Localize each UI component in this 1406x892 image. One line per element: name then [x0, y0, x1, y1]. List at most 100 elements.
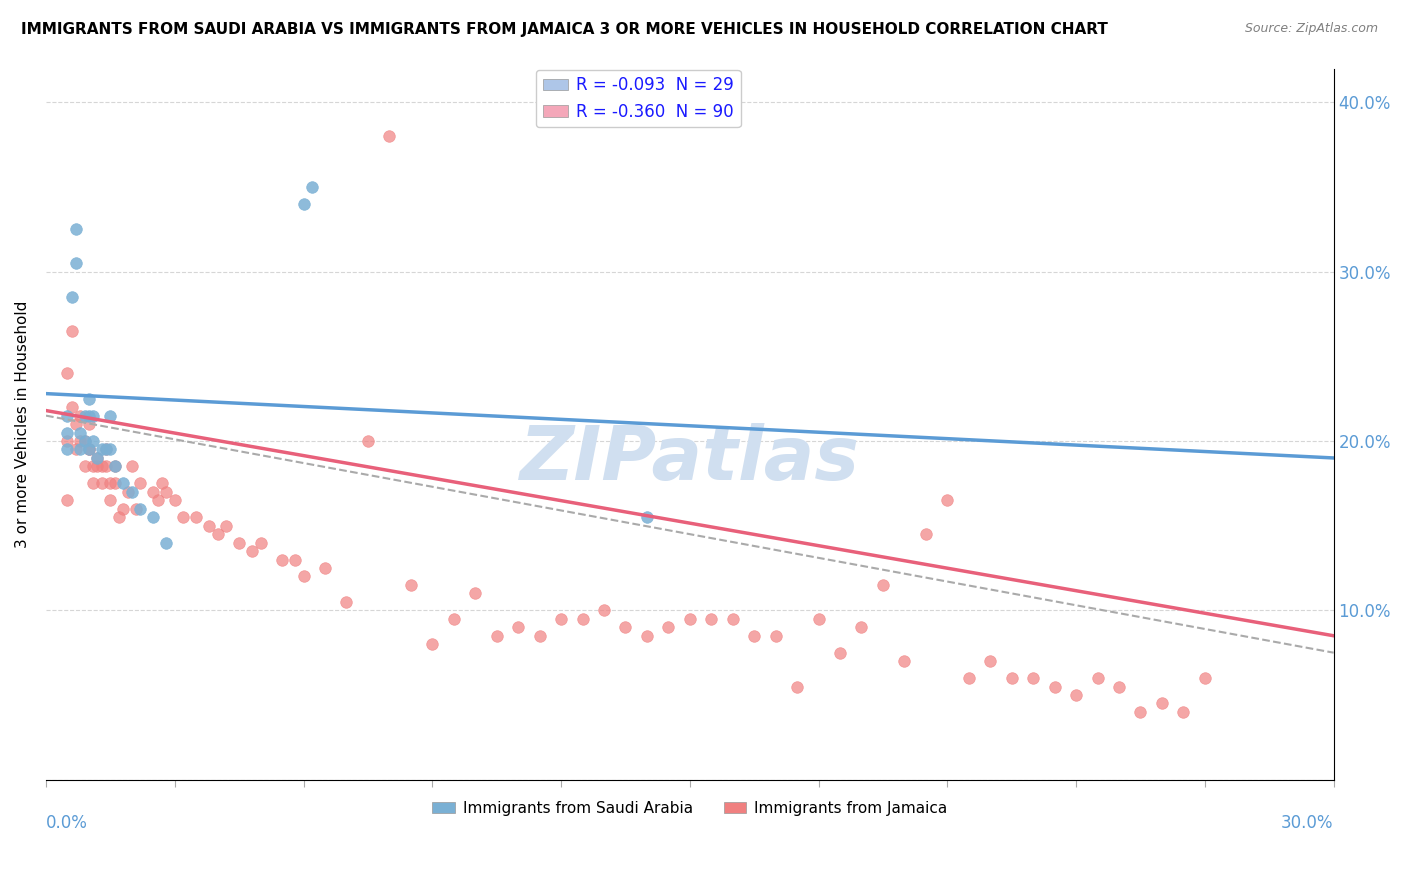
Point: [700, 612, 723, 626]
Point: [104, 459, 127, 474]
Point: [77, 442, 100, 457]
Point: [284, 552, 307, 566]
Point: [142, 510, 165, 524]
Point: [1087, 671, 1109, 685]
Point: [56, 409, 79, 423]
Point: [186, 510, 208, 524]
Point: [872, 578, 894, 592]
Point: [65, 417, 87, 431]
Point: [56, 366, 79, 380]
Point: [98, 476, 121, 491]
Point: [1064, 688, 1087, 702]
Point: [73, 459, 96, 474]
Point: [1001, 671, 1024, 685]
Point: [56, 442, 79, 457]
Point: [86, 450, 108, 465]
Point: [98, 409, 121, 423]
Point: [1108, 680, 1130, 694]
Point: [125, 501, 148, 516]
Point: [82, 476, 104, 491]
Point: [65, 222, 87, 236]
Point: [1194, 671, 1216, 685]
Point: [1022, 671, 1045, 685]
Point: [56, 434, 79, 448]
Point: [163, 493, 186, 508]
Point: [60, 400, 83, 414]
Point: [155, 484, 177, 499]
Legend: Immigrants from Saudi Arabia, Immigrants from Jamaica: Immigrants from Saudi Arabia, Immigrants…: [426, 795, 953, 822]
Point: [150, 476, 173, 491]
Point: [86, 459, 108, 474]
Point: [1173, 705, 1195, 719]
Point: [807, 612, 830, 626]
Point: [657, 620, 679, 634]
Point: [529, 629, 551, 643]
Point: [957, 671, 980, 685]
Point: [90, 459, 112, 474]
Point: [129, 501, 152, 516]
Point: [198, 518, 221, 533]
Point: [979, 654, 1001, 668]
Point: [73, 434, 96, 448]
Point: [742, 629, 765, 643]
Point: [215, 518, 238, 533]
Y-axis label: 3 or more Vehicles in Household: 3 or more Vehicles in Household: [15, 301, 30, 548]
Point: [207, 527, 229, 541]
Point: [1043, 680, 1066, 694]
Point: [399, 578, 422, 592]
Point: [155, 535, 177, 549]
Point: [129, 476, 152, 491]
Point: [828, 646, 851, 660]
Point: [172, 510, 194, 524]
Point: [73, 434, 96, 448]
Point: [112, 501, 135, 516]
Point: [893, 654, 915, 668]
Point: [271, 552, 294, 566]
Point: [915, 527, 938, 541]
Point: [249, 535, 271, 549]
Point: [112, 476, 135, 491]
Point: [335, 595, 357, 609]
Point: [82, 434, 104, 448]
Point: [65, 256, 87, 270]
Point: [292, 197, 315, 211]
Point: [240, 544, 263, 558]
Point: [636, 510, 658, 524]
Point: [77, 442, 100, 457]
Point: [721, 612, 744, 626]
Point: [90, 476, 112, 491]
Point: [77, 409, 100, 423]
Point: [1150, 697, 1173, 711]
Point: [82, 409, 104, 423]
Point: [292, 569, 315, 583]
Point: [98, 493, 121, 508]
Point: [636, 629, 658, 643]
Point: [1129, 705, 1152, 719]
Point: [228, 535, 250, 549]
Point: [851, 620, 873, 634]
Point: [94, 459, 117, 474]
Point: [94, 442, 117, 457]
Point: [104, 459, 127, 474]
Point: [77, 392, 100, 406]
Point: [936, 493, 959, 508]
Point: [550, 612, 572, 626]
Point: [108, 510, 131, 524]
Point: [82, 459, 104, 474]
Point: [69, 434, 91, 448]
Point: [56, 425, 79, 440]
Point: [679, 612, 702, 626]
Point: [65, 442, 87, 457]
Point: [90, 442, 112, 457]
Point: [104, 476, 127, 491]
Text: Source: ZipAtlas.com: Source: ZipAtlas.com: [1244, 22, 1378, 36]
Point: [77, 442, 100, 457]
Point: [60, 290, 83, 304]
Point: [98, 442, 121, 457]
Point: [443, 612, 465, 626]
Point: [464, 586, 486, 600]
Point: [69, 442, 91, 457]
Point: [593, 603, 616, 617]
Point: [94, 442, 117, 457]
Point: [60, 324, 83, 338]
